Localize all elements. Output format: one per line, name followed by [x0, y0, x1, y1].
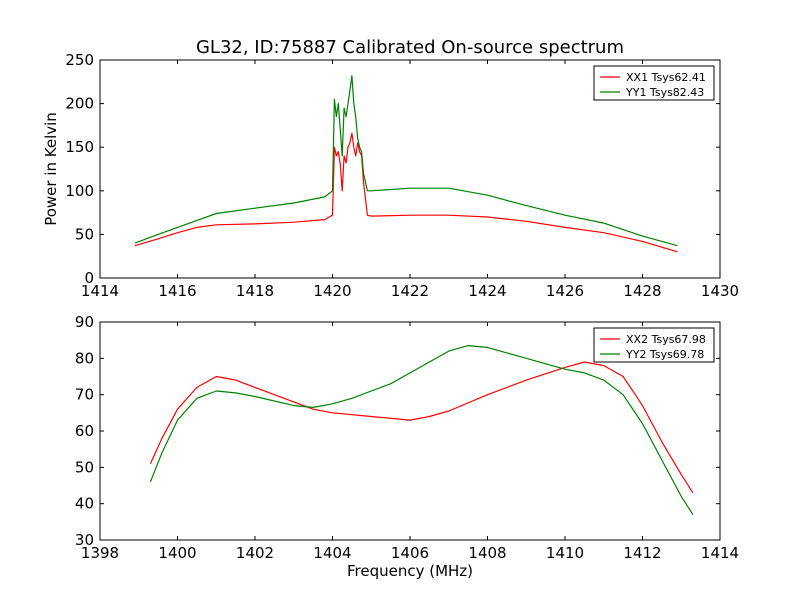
top-panel: 1414 1416 1418 1420 1422 1424 1426 1428 1430 0 50 1…: [42, 51, 739, 300]
y-tick-label: 30: [75, 531, 94, 549]
legend-label: XX2 Tsys67.98: [626, 333, 706, 346]
x-tick-label: 1418: [236, 282, 274, 300]
y-tick-label: 250: [65, 51, 94, 69]
legend-label: YY2 Tsys69.78: [625, 348, 704, 361]
x-tick-label: 1420: [313, 282, 351, 300]
y-tick-label: 90: [75, 313, 94, 331]
y-tick-label: 150: [65, 138, 94, 156]
y-tick-label: 0: [84, 269, 94, 287]
x-tick-label: 1398: [81, 544, 119, 562]
series-line-xx: [134, 132, 678, 253]
series-line-yy: [149, 345, 694, 515]
x-axis-label: Frequency (MHz): [347, 562, 473, 580]
legend-label: YY1 Tsys82.43: [625, 86, 704, 99]
legend: XX2 Tsys67.98 YY2 Tsys69.78: [593, 327, 715, 363]
y-tick-label: 100: [65, 182, 94, 200]
x-tick-label: 1404: [313, 544, 351, 562]
legend-box: [593, 65, 715, 101]
y-tick-label: 50: [75, 458, 94, 476]
bottom-panel: 1398 1400 1402 1404 1406 1408 1410 1412 1414 30 40…: [75, 313, 739, 562]
x-tick-label: 1400: [158, 544, 196, 562]
y-tick-label: 60: [75, 422, 94, 440]
y-tick-label: 80: [75, 349, 94, 367]
series-line-xx: [149, 361, 694, 494]
y-axis-label: Power in Kelvin: [42, 112, 60, 226]
x-tick-label: 1416: [158, 282, 196, 300]
x-tick-label: 1414: [81, 282, 119, 300]
chart-title: GL32, ID:75887 Calibrated On-source spec…: [196, 37, 624, 58]
x-tick-label: 1406: [391, 544, 429, 562]
x-tick-label: 1430: [701, 282, 739, 300]
x-tick-label: 1402: [236, 544, 274, 562]
series-line-yy: [134, 75, 678, 247]
y-tick-label: 70: [75, 386, 94, 404]
x-tick-label: 1428: [623, 282, 661, 300]
legend: XX1 Tsys62.41 YY1 Tsys82.43: [593, 65, 715, 101]
x-tick-label: 1412: [623, 544, 661, 562]
x-tick-label: 1408: [468, 544, 506, 562]
y-tick-label: 40: [75, 495, 94, 513]
x-tick-label: 1422: [391, 282, 429, 300]
x-tick-label: 1424: [468, 282, 506, 300]
y-tick-label: 200: [65, 95, 94, 113]
x-tick-label: 1414: [701, 544, 739, 562]
x-tick-label: 1410: [546, 544, 584, 562]
legend-label: XX1 Tsys62.41: [626, 71, 706, 84]
x-tick-label: 1426: [546, 282, 584, 300]
legend-box: [593, 327, 715, 363]
y-tick-label: 50: [75, 225, 94, 243]
